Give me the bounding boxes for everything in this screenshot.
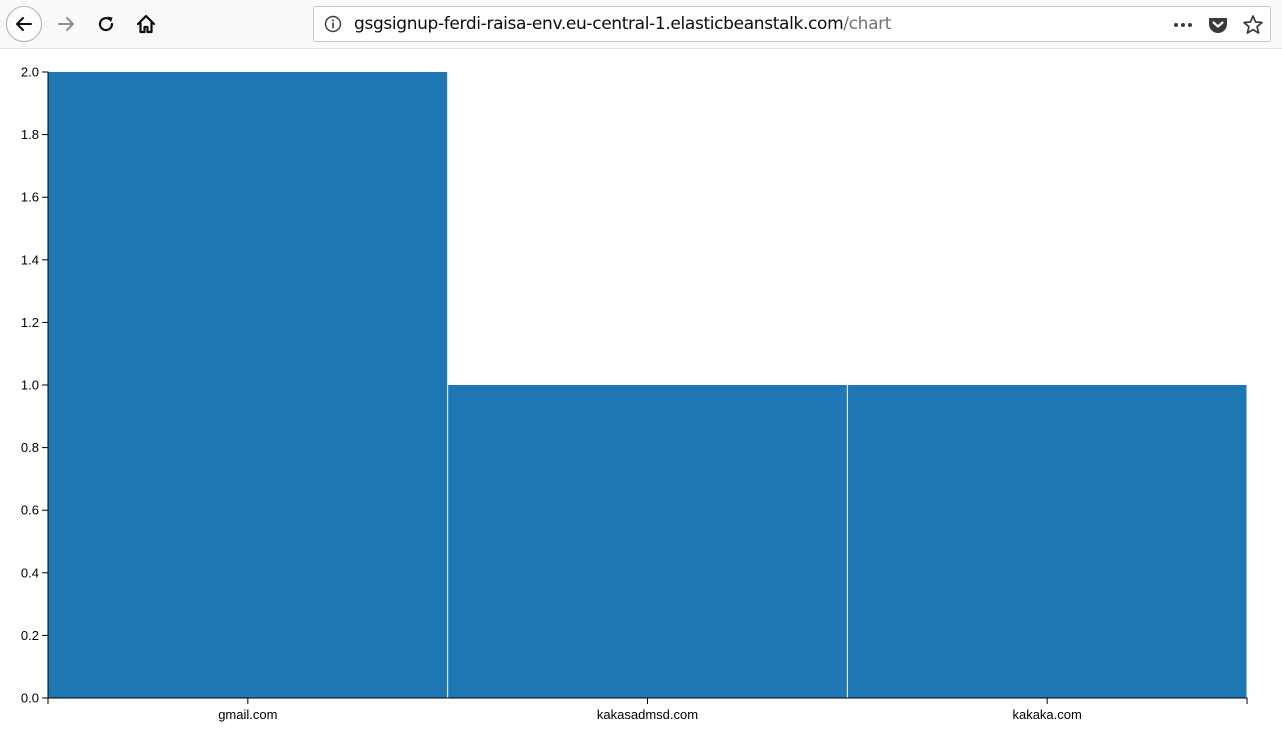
- more-icon: [1174, 23, 1192, 27]
- y-tick-label: 1.4: [21, 252, 39, 267]
- y-tick-label: 0.4: [21, 565, 39, 580]
- browser-toolbar: gsgsignup-ferdi-raisa-env.eu-central-1.e…: [0, 0, 1282, 49]
- back-button[interactable]: [6, 6, 42, 42]
- y-tick-label: 0.0: [21, 691, 39, 706]
- y-tick-label: 0.8: [21, 440, 39, 455]
- y-tick-label: 1.0: [21, 378, 39, 393]
- y-tick-label: 1.2: [21, 315, 39, 330]
- pocket-button[interactable]: [1207, 14, 1229, 36]
- back-arrow-icon: [16, 17, 32, 31]
- forward-button[interactable]: [48, 6, 84, 42]
- bar-kakasadmsd-com: [448, 385, 847, 698]
- y-tick-label: 1.8: [21, 127, 39, 142]
- reload-button[interactable]: [88, 6, 124, 42]
- url-bar[interactable]: gsgsignup-ferdi-raisa-env.eu-central-1.e…: [313, 6, 1271, 42]
- y-tick-label: 0.2: [21, 628, 39, 643]
- bar-gmail-com: [48, 72, 448, 698]
- home-button[interactable]: [128, 6, 164, 42]
- bar-kakaka-com: [847, 385, 1247, 698]
- x-tick-label: kakasadmsd.com: [597, 707, 698, 722]
- y-tick-label: 1.6: [21, 190, 39, 205]
- url-path: /chart: [843, 14, 892, 34]
- bookmark-star-icon: [1243, 15, 1263, 34]
- info-icon[interactable]: [324, 15, 342, 33]
- page-actions-button[interactable]: [1172, 14, 1194, 36]
- bar-chart: 0.0 0.2 0.4 0.6 0.8 1.0 1.2 1.4 1.6 1.8 2.0 gmail.c…: [21, 65, 1248, 722]
- url-host: gsgsignup-ferdi-raisa-env.eu-central-1.e…: [354, 14, 844, 34]
- chart-area: 0.0 0.2 0.4 0.6 0.8 1.0 1.2 1.4 1.6 1.8 2.0 gmail.c…: [0, 49, 1282, 753]
- x-tick-label: kakaka.com: [1012, 707, 1081, 722]
- home-icon: [136, 14, 156, 34]
- url-text[interactable]: gsgsignup-ferdi-raisa-env.eu-central-1.e…: [354, 14, 891, 34]
- x-tick-label: gmail.com: [218, 707, 277, 722]
- forward-arrow-icon: [58, 17, 74, 31]
- y-tick-label: 0.6: [21, 503, 39, 518]
- pocket-icon: [1209, 18, 1227, 33]
- bookmark-button[interactable]: [1242, 14, 1264, 36]
- reload-icon: [98, 16, 114, 32]
- y-tick-label: 2.0: [21, 65, 39, 80]
